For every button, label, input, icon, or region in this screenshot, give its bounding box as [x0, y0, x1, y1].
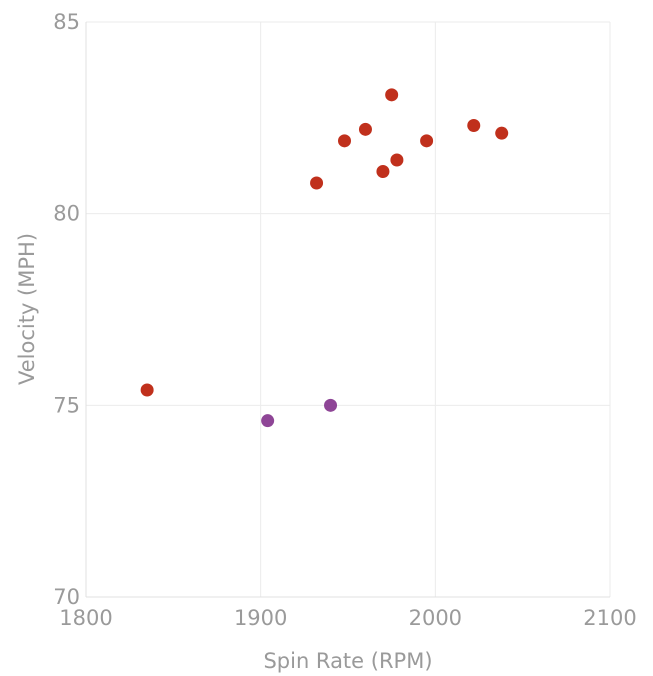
data-point-series-2 — [261, 414, 275, 428]
y-axis-title: Velocity (MPH) — [15, 233, 39, 385]
data-point-series-2 — [324, 398, 338, 412]
data-point-series-1 — [390, 153, 404, 167]
x-axis-title: Spin Rate (RPM) — [263, 649, 432, 673]
data-point-series-1 — [495, 126, 509, 140]
y-tick-label: 80 — [53, 202, 80, 226]
y-tick-label: 75 — [53, 393, 80, 417]
x-tick-label: 2100 — [583, 606, 636, 630]
data-point-series-1 — [358, 122, 372, 136]
y-tick-labels: 70 75 80 85 — [53, 10, 80, 609]
axes — [85, 22, 610, 598]
data-point-series-1 — [467, 119, 481, 132]
data-points — [140, 88, 509, 428]
data-point-series-1 — [385, 88, 399, 102]
data-point-series-1 — [420, 134, 434, 148]
x-tick-label: 2000 — [409, 606, 462, 630]
y-tick-label: 85 — [53, 10, 80, 34]
data-point-series-1 — [338, 134, 352, 148]
data-point-series-1 — [310, 176, 324, 190]
data-point-series-1 — [376, 165, 390, 178]
data-point-series-1 — [140, 383, 154, 397]
x-tick-label: 1900 — [234, 606, 287, 630]
y-tick-label: 70 — [53, 585, 80, 609]
grid — [86, 21, 611, 597]
x-tick-label: 1800 — [59, 606, 112, 630]
x-tick-labels: 1800 1900 2000 2100 — [59, 606, 636, 630]
